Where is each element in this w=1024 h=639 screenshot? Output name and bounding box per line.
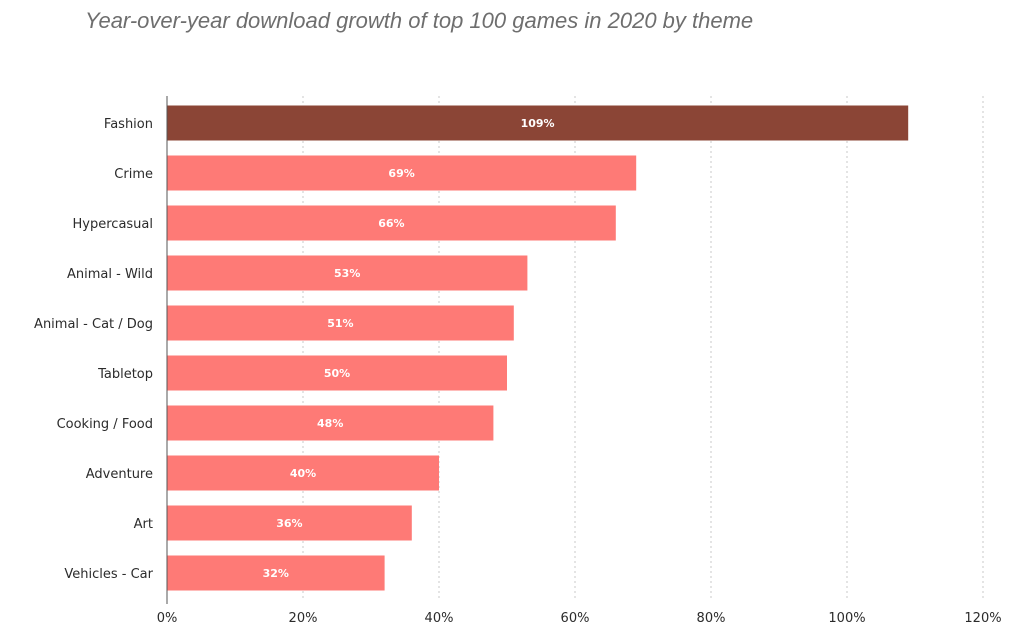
bar: [167, 455, 439, 491]
bar: [167, 505, 412, 541]
category-label: Art: [134, 517, 153, 532]
gridlines: [302, 96, 984, 600]
data-label: 40%: [290, 467, 316, 480]
category-label: Animal - Wild: [67, 267, 153, 282]
x-tick-label: 100%: [828, 611, 865, 626]
category-label: Crime: [114, 167, 153, 182]
data-label: 53%: [334, 267, 360, 280]
category-label: Vehicles - Car: [64, 567, 153, 582]
data-label: 50%: [324, 367, 350, 380]
x-tick-labels: 0% 20% 40% 60% 80% 100% 120%: [157, 611, 1002, 626]
bar: [167, 305, 514, 341]
bar: [167, 555, 385, 591]
category-label: Cooking / Food: [57, 417, 153, 432]
x-tick-label: 60%: [561, 611, 590, 626]
x-tick-label: 40%: [425, 611, 454, 626]
bar: [167, 355, 507, 391]
bar: [167, 405, 494, 441]
category-label: Fashion: [104, 117, 153, 132]
category-labels: Fashion Crime Hypercasual Animal - Wild Anim…: [34, 117, 154, 582]
chart-title: Year-over-year download growth of top 10…: [85, 8, 754, 33]
bar: [167, 105, 909, 141]
x-tick-label: 120%: [964, 611, 1001, 626]
data-label: 69%: [388, 167, 414, 180]
data-label: 51%: [327, 317, 353, 330]
category-label: Adventure: [86, 467, 153, 482]
category-label: Animal - Cat / Dog: [34, 317, 153, 332]
category-label: Tabletop: [97, 367, 153, 382]
data-label: 36%: [276, 517, 302, 530]
data-label: 66%: [378, 217, 404, 230]
category-label: Hypercasual: [73, 217, 153, 232]
bar: [167, 155, 637, 191]
x-tick-label: 80%: [697, 611, 726, 626]
bar: [167, 255, 528, 291]
bar: [167, 205, 616, 241]
bars: 109% 69% 66% 53% 51% 50% 48% 40% 36% 32%: [167, 105, 909, 591]
data-label: 32%: [263, 567, 289, 580]
data-label: 48%: [317, 417, 343, 430]
x-tick-label: 0%: [157, 611, 178, 626]
data-label: 109%: [521, 117, 555, 130]
x-tick-label: 20%: [289, 611, 318, 626]
